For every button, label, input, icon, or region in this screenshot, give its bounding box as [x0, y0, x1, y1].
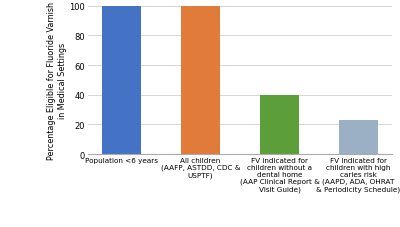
Bar — [260, 95, 299, 154]
Y-axis label: Percentage Eligible for Fluoride Varnish
in Medical Settings: Percentage Eligible for Fluoride Varnish… — [47, 2, 67, 159]
Bar — [102, 7, 141, 154]
Bar — [181, 7, 220, 154]
Bar — [339, 120, 378, 154]
